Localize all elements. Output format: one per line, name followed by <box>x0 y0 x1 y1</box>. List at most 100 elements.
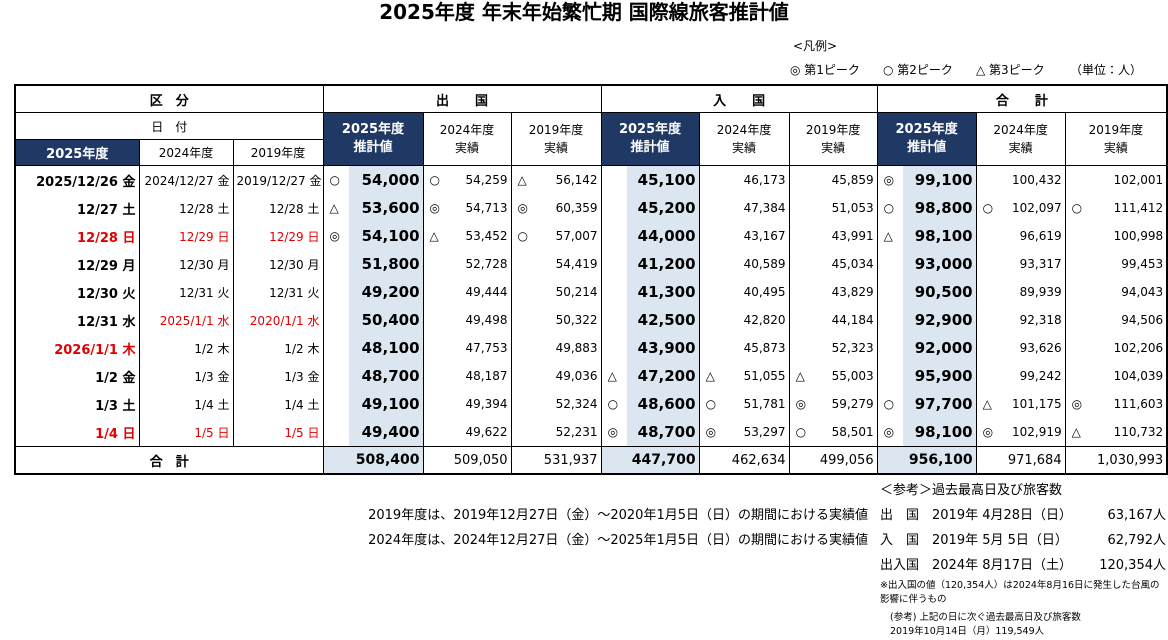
legend-item: △ 第3ピーク <box>976 63 1045 77</box>
value-cell: 98,100 <box>903 418 977 447</box>
total-value: 971,684 <box>976 446 1066 474</box>
date-cell: 2024/12/27 金 <box>139 165 234 194</box>
value-cell: 93,626 <box>994 334 1066 362</box>
peak-mark <box>1065 250 1083 278</box>
peak-mark <box>699 166 717 195</box>
peak-mark <box>323 306 349 334</box>
date-cell: 12/27 土 <box>15 194 140 222</box>
peak-mark <box>423 362 441 390</box>
value-cell: 111,603 <box>1083 390 1168 418</box>
table-row: 12/31 水 2025/1/1 水 2020/1/1 水 50,400 49,498 5… <box>15 306 1168 334</box>
value-cell: 49,622 <box>441 418 512 447</box>
legend-heading: <凡例> <box>793 39 838 53</box>
header-row: 2025年度 2024年度 2019年度 <box>14 139 1167 166</box>
date-cell: 1/2 木 <box>139 334 234 362</box>
value-cell: 102,001 <box>1083 165 1168 194</box>
date-cell: 1/2 金 <box>15 362 140 390</box>
table: 区 分 出 国入 国合 計 日 付 2025年度 推計値 2024年度 実績 201… <box>14 84 1168 475</box>
sub-header: 2024年度 実績 <box>975 112 1066 166</box>
value-cell: 50,214 <box>529 278 602 306</box>
peak-mark <box>976 278 994 306</box>
date-cell: 12/29 日 <box>139 222 234 250</box>
peak-mark <box>1065 222 1083 250</box>
peak-mark <box>699 194 717 222</box>
value-cell: 49,036 <box>529 362 602 390</box>
peak-mark: △ <box>795 369 805 383</box>
value-cell: 110,732 <box>1083 418 1168 447</box>
peak-mark <box>323 418 349 447</box>
value-cell: 55,003 <box>807 362 878 390</box>
peak-mark: ○ <box>329 173 340 187</box>
peak-mark <box>789 306 807 334</box>
value-cell: 48,100 <box>349 334 424 362</box>
reference-heading: ＜参考＞過去最高日及び旅客数 <box>880 483 1063 498</box>
value-cell: 45,200 <box>627 194 700 222</box>
value-cell: 43,167 <box>717 222 790 250</box>
value-cell: 50,400 <box>349 306 424 334</box>
value-cell: 42,820 <box>717 306 790 334</box>
value-cell: 99,100 <box>903 165 977 194</box>
value-cell: 47,200 <box>627 362 700 390</box>
date-cell: 1/3 金 <box>233 362 324 390</box>
peak-mark <box>511 250 529 278</box>
date-cell: 12/29 日 <box>233 222 324 250</box>
value-cell: 49,200 <box>349 278 424 306</box>
value-cell: 48,700 <box>627 418 700 447</box>
date-cell: 12/30 月 <box>233 250 324 278</box>
reference-value: 62,792人 <box>1107 533 1167 548</box>
value-cell: 94,506 <box>1083 306 1168 334</box>
peak-mark <box>511 334 529 362</box>
peak-mark: △ <box>517 173 527 187</box>
peak-mark <box>423 334 441 362</box>
value-cell: 47,384 <box>717 194 790 222</box>
value-cell: 90,500 <box>903 278 977 306</box>
value-cell: 54,713 <box>441 194 512 222</box>
peak-mark: ◎ <box>883 425 895 439</box>
date-cell: 12/31 火 <box>233 278 324 306</box>
value-cell: 41,300 <box>627 278 700 306</box>
title: 2025年度 年末年始繁忙期 国際線旅客推計値 <box>379 0 789 24</box>
peak-mark <box>423 390 441 418</box>
peak-mark: ◎ <box>607 425 619 439</box>
total-label: 合 計 <box>15 446 324 474</box>
peak-mark: ○ <box>517 229 528 243</box>
value-cell: 53,297 <box>717 418 790 447</box>
peak-mark <box>699 222 717 250</box>
peak-mark <box>976 362 994 390</box>
peak-mark <box>423 418 441 447</box>
value-cell: 54,259 <box>441 165 512 194</box>
peak-mark: ◎ <box>705 425 717 439</box>
date-cell: 12/31 火 <box>139 278 234 306</box>
value-cell: 48,700 <box>349 362 424 390</box>
value-cell: 53,600 <box>349 194 424 222</box>
date-cell: 1/4 土 <box>233 390 324 418</box>
peak-mark: ◎ <box>1071 397 1083 411</box>
peak-mark <box>699 278 717 306</box>
value-cell: 49,444 <box>441 278 512 306</box>
value-cell: 43,991 <box>807 222 878 250</box>
value-cell: 56,142 <box>529 165 602 194</box>
value-cell: 42,500 <box>627 306 700 334</box>
value-cell: 99,453 <box>1083 250 1168 278</box>
header-cell: 区 分 <box>14 84 324 113</box>
total-row: 合 計 508,400 509,050 531,937 447,700 462,634 49… <box>15 446 1168 474</box>
peak-mark: ○ <box>982 201 994 215</box>
peak-mark <box>789 194 807 222</box>
value-cell: 49,883 <box>529 334 602 362</box>
value-cell: 98,800 <box>903 194 977 222</box>
value-cell: 101,175 <box>994 390 1066 418</box>
peak-mark: ○ <box>429 173 440 187</box>
peak-mark <box>601 194 627 222</box>
period-note: 2019年度は、2019年12月27日（金）～2020年1月5日（日）の期間にお… <box>368 508 868 523</box>
table-row: 1/3 土 1/4 土 1/4 土 49,100 49,394 52,324 ○ 48,600… <box>15 390 1168 418</box>
value-cell: 97,700 <box>903 390 977 418</box>
value-cell: 49,400 <box>349 418 424 447</box>
date-cell: 2025/1/1 水 <box>139 306 234 334</box>
sub-header: 2019年度 実績 <box>510 112 602 166</box>
peak-mark <box>789 334 807 362</box>
value-cell: 51,053 <box>807 194 878 222</box>
value-cell: 54,100 <box>349 222 424 250</box>
peak-mark <box>511 306 529 334</box>
date-cell: 12/29 月 <box>15 250 140 278</box>
date-cell: 12/30 月 <box>139 250 234 278</box>
